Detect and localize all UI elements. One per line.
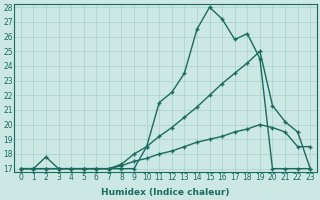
X-axis label: Humidex (Indice chaleur): Humidex (Indice chaleur): [101, 188, 230, 197]
